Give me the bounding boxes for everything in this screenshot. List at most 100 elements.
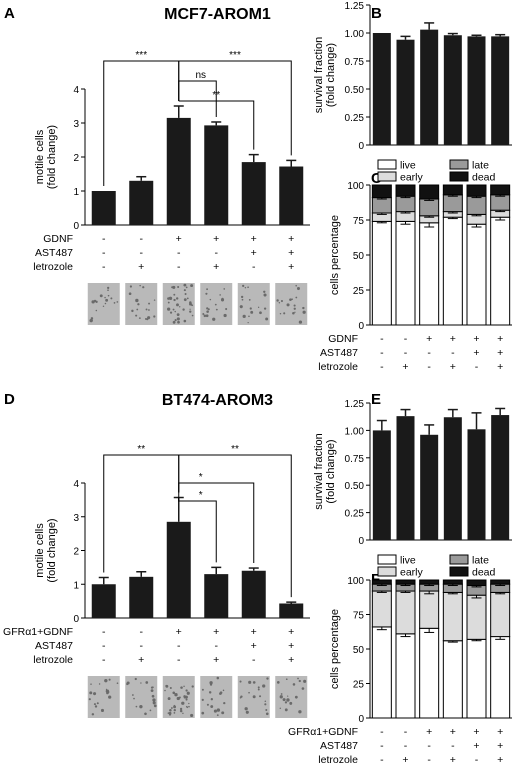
micrograph-cell — [108, 695, 112, 699]
micrograph-cell — [132, 694, 134, 696]
y-tick-label: 1.25 — [345, 399, 365, 410]
legend-swatch — [449, 159, 469, 170]
treatment-sign: + — [288, 640, 294, 652]
treatment-sign: + — [497, 333, 503, 345]
micrograph-cell — [292, 683, 296, 686]
y-tick-label: 0.50 — [345, 85, 365, 96]
micrograph-cell — [152, 701, 156, 705]
micrograph-cell — [183, 685, 185, 688]
panel-title: BT474-AROM3 — [162, 392, 273, 409]
micrograph-cell — [169, 708, 172, 712]
treatment-label: letrozole — [33, 261, 73, 273]
legend-label: dead — [472, 172, 496, 184]
micrograph-cell — [302, 310, 306, 314]
stacked-bar-segment — [466, 223, 487, 326]
micrograph-cell — [139, 705, 143, 709]
treatment-label: GFRα1+GDNF — [3, 626, 73, 638]
micrograph-cell — [191, 304, 193, 306]
treatment-sign: - — [102, 626, 106, 638]
micrograph-cell — [104, 302, 107, 305]
stacked-bar-segment — [371, 197, 392, 214]
micrograph-cell — [201, 698, 204, 701]
stacked-bar-segment — [490, 591, 511, 638]
stacked-bar-segment — [490, 184, 511, 196]
micrograph-cell — [183, 695, 185, 698]
micrograph-cell — [128, 292, 132, 296]
bar — [241, 162, 266, 225]
micrograph-cell — [248, 298, 251, 301]
bar — [241, 570, 266, 618]
micrograph-cell — [104, 678, 108, 683]
treatment-label: AST487 — [35, 247, 73, 259]
legend-label: live — [400, 160, 416, 172]
stacked-bar-segment — [419, 184, 440, 200]
micrograph-cell — [110, 297, 113, 300]
micrograph-cell — [244, 286, 247, 289]
micrograph-cell — [265, 712, 269, 716]
y-axis-label: survival fraction — [313, 37, 325, 113]
micrograph-cell — [280, 693, 283, 695]
y-tick-label: 75 — [353, 216, 365, 227]
micrograph-cell — [183, 289, 186, 292]
bar — [279, 166, 304, 225]
micrograph-cell — [276, 681, 280, 684]
legend-label: late — [472, 160, 489, 172]
micrograph-cell — [150, 686, 154, 689]
treatment-sign: - — [451, 740, 455, 752]
bar — [129, 576, 154, 618]
y-tick-label: 1 — [73, 580, 79, 591]
micrograph-cell — [242, 314, 246, 319]
micrograph-cell — [180, 686, 183, 689]
micrograph-cell — [172, 285, 176, 289]
treatment-label: letrozole — [318, 754, 358, 766]
micrograph-cell — [263, 293, 267, 297]
micrograph-cell — [139, 284, 141, 287]
micrograph-cell — [206, 703, 209, 706]
treatment-sign: + — [213, 626, 219, 638]
bar — [204, 574, 229, 618]
treatment-sign: - — [380, 726, 384, 738]
micrograph-cell — [102, 305, 105, 308]
treatment-sign: - — [475, 361, 479, 373]
micrograph-cell — [257, 686, 260, 689]
treatment-sign: - — [140, 247, 144, 259]
panel-letter-d: D — [4, 391, 15, 408]
treatment-sign: - — [215, 247, 219, 259]
micrograph-cell — [136, 308, 139, 311]
stacked-bar-segment — [419, 222, 440, 326]
micrograph-cell — [107, 286, 110, 290]
micrograph-cell — [212, 317, 216, 321]
micrograph-cell — [205, 314, 209, 318]
treatment-sign: - — [102, 247, 106, 259]
stacked-bar-segment — [419, 198, 440, 217]
micrograph-cell — [104, 296, 106, 299]
micrograph-cell — [257, 688, 260, 691]
micrograph-cell — [145, 308, 148, 311]
micrograph-cell — [265, 708, 268, 711]
micrograph-cell — [215, 308, 218, 311]
micrograph-cell — [93, 703, 96, 706]
stacked-bar-segment — [490, 194, 511, 211]
micrograph-cell — [210, 705, 214, 708]
treatment-sign: + — [251, 247, 257, 259]
micrograph-cell — [186, 297, 189, 300]
legend-label: early — [400, 172, 424, 184]
micrograph-cell — [284, 701, 288, 704]
micrograph-cell — [183, 319, 187, 323]
treatment-sign: + — [402, 361, 408, 373]
legend-swatch — [377, 566, 397, 577]
y-tick-label: 75 — [353, 611, 365, 622]
micrograph-cell — [247, 286, 249, 289]
micrograph-cell — [113, 302, 116, 304]
micrograph-cell — [296, 287, 300, 291]
y-tick-label: 50 — [353, 645, 365, 656]
micrograph-cell — [298, 320, 303, 324]
micrograph-cell — [107, 294, 110, 297]
micrograph-cell — [152, 698, 156, 702]
micrograph-cell — [173, 705, 177, 709]
micrograph-cell — [209, 298, 212, 301]
panel-title: MCF7-AROM1 — [164, 6, 271, 23]
legend-swatch — [377, 554, 397, 565]
micrograph-cell — [169, 686, 172, 689]
micrograph-cell — [135, 705, 138, 708]
